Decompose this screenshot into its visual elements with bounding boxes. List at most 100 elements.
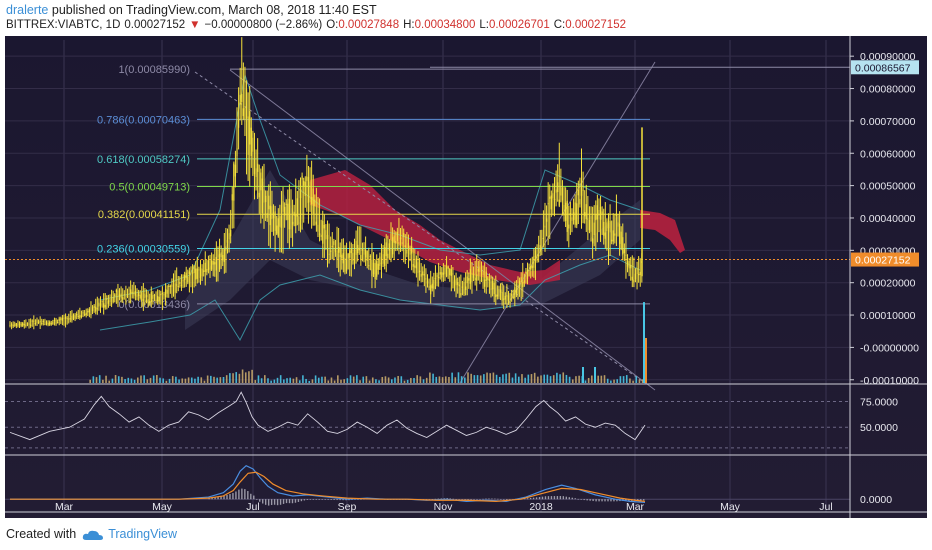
volume-bar <box>356 375 358 383</box>
candle-body <box>417 262 419 273</box>
macd-histogram-bar <box>473 499 475 500</box>
candle-body <box>106 298 108 301</box>
macd-histogram-bar <box>279 499 282 505</box>
candle-body <box>150 291 152 303</box>
candle-body <box>579 198 581 205</box>
volume-bar <box>133 379 136 383</box>
candle-body <box>253 158 256 175</box>
volume-bar <box>476 375 479 383</box>
volume-bar <box>232 373 234 383</box>
volume-bar <box>206 375 209 383</box>
candle-body <box>330 250 332 252</box>
time-tick-label: Nov <box>434 501 453 513</box>
volume-bar <box>137 377 139 383</box>
candle-body <box>638 273 640 276</box>
candle-body <box>612 230 614 242</box>
candle-body <box>84 313 86 316</box>
rsi-pane[interactable] <box>5 391 850 449</box>
volume-bar <box>171 376 174 383</box>
candle-body <box>23 324 25 326</box>
volume-bar <box>470 373 472 383</box>
candle-body <box>384 247 386 266</box>
candle-body <box>187 276 189 283</box>
volume-bar <box>559 374 561 383</box>
candle-body <box>277 218 279 237</box>
candle-body <box>549 196 551 199</box>
price-pane[interactable]: 1(0.00085990) 0.786(0.00070463) 0.618(0.00… <box>5 37 850 391</box>
candle-body <box>47 322 49 326</box>
macd-histogram-bar <box>324 499 326 500</box>
volume-bar <box>244 372 247 383</box>
candle-body <box>458 284 460 287</box>
candle-body <box>492 280 494 290</box>
candle-body <box>634 273 637 280</box>
candle-body <box>525 271 527 274</box>
volume-bar <box>324 376 326 383</box>
candle-body <box>620 231 622 249</box>
chart-canvas[interactable]: 1(0.00085990) 0.786(0.00070463) 0.618(0.00… <box>0 36 932 520</box>
candle-body <box>88 309 90 313</box>
volume-bar <box>156 375 158 383</box>
candle-body <box>231 194 233 201</box>
macd-histogram-bar <box>339 499 341 501</box>
created-with-text: Created with <box>6 527 77 541</box>
candle-body <box>461 286 464 288</box>
volume-bar <box>457 372 460 383</box>
candle-body <box>347 253 349 259</box>
candle-body <box>514 287 516 299</box>
volume-bar <box>451 372 453 383</box>
volume-bar <box>435 376 438 383</box>
candle-body <box>172 281 175 283</box>
macd-tick-label: 0.0000 <box>860 494 892 506</box>
candle-body <box>79 315 81 318</box>
candle-body <box>560 186 562 196</box>
candle-body <box>496 294 498 297</box>
candle-body <box>593 222 595 236</box>
volume-bar <box>540 375 542 383</box>
macd-histogram-bar <box>270 499 273 505</box>
candle-body <box>125 299 127 301</box>
candle-body <box>306 176 308 181</box>
time-tick-label: 2018 <box>529 501 553 513</box>
candle-body <box>57 322 59 324</box>
grid <box>5 40 850 512</box>
volume-bar <box>314 375 317 383</box>
macd-pane[interactable] <box>5 465 850 506</box>
candle-body <box>376 261 378 277</box>
candle-body <box>287 203 289 220</box>
candle-body <box>185 272 187 279</box>
candle-body <box>553 198 556 200</box>
volume-bar <box>511 377 514 383</box>
candle-body <box>163 293 165 296</box>
candle-body <box>158 296 160 302</box>
candle-body <box>225 246 227 251</box>
candle-body <box>372 262 375 275</box>
volume-bar <box>448 376 450 383</box>
candle-body <box>142 299 144 301</box>
close-label: C: <box>553 19 566 31</box>
candle-body <box>223 249 225 263</box>
candle-body <box>53 319 56 321</box>
time-tick-label: Sep <box>338 501 357 513</box>
candle-body <box>563 204 565 216</box>
price-tick-label: 0.00060000 <box>860 148 916 160</box>
macd-histogram-bar <box>479 499 481 500</box>
tradingview-link[interactable]: TradingView <box>108 527 177 541</box>
macd-histogram-bar <box>312 499 315 500</box>
candle-body <box>212 261 214 265</box>
volume-bar <box>225 375 228 383</box>
candle-body <box>85 312 87 316</box>
macd-histogram-bar <box>211 497 213 500</box>
macd-histogram-bar <box>437 498 440 500</box>
macd-histogram-bar <box>610 499 612 502</box>
trend-line <box>229 69 656 391</box>
candle-body <box>236 148 238 157</box>
volume-bar <box>616 379 619 383</box>
volume-bar <box>254 380 257 383</box>
author-link[interactable]: dralerte <box>6 3 49 17</box>
candle-body <box>460 293 462 296</box>
candle-body <box>263 189 265 203</box>
candle-body <box>317 224 319 232</box>
candle-body <box>218 253 221 270</box>
fib-top-price-tag <box>851 60 919 75</box>
